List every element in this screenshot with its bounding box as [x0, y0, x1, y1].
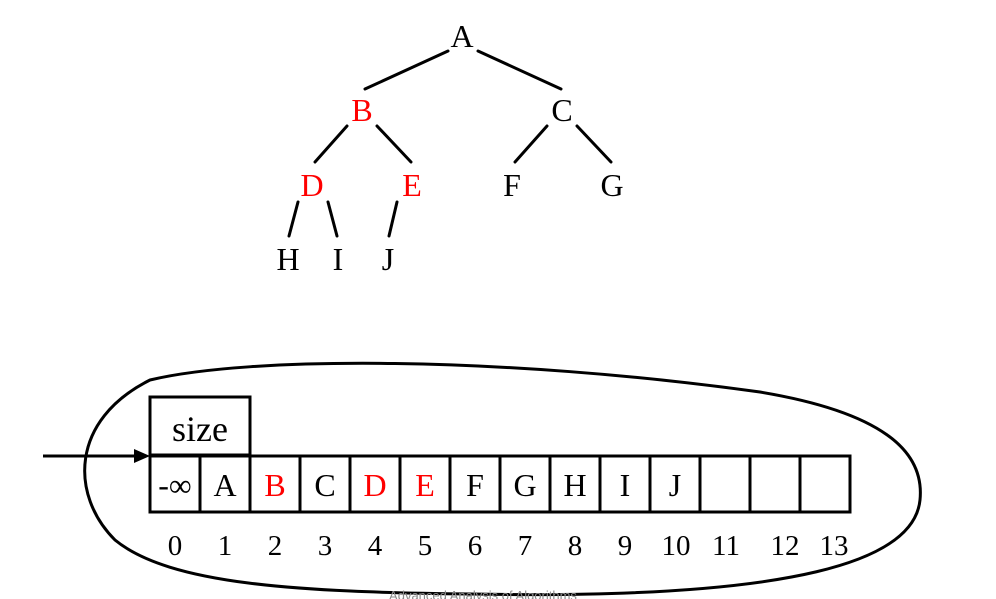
array-cell-value-10: J	[669, 467, 681, 503]
array-index-11: 11	[712, 530, 740, 562]
array-cell-6	[448, 454, 502, 514]
array-cell-value-0: -∞	[158, 467, 191, 503]
array-cell-value-1: A	[213, 467, 236, 503]
array-index-9: 9	[618, 530, 633, 562]
array-index-3: 3	[318, 530, 333, 562]
edge-d-i	[326, 200, 339, 238]
tree-node-f: F	[503, 167, 521, 203]
tree-edges	[287, 49, 613, 238]
arrow-head-icon	[134, 449, 150, 463]
array-index-13: 13	[820, 530, 849, 562]
array-cell-value-9: I	[620, 467, 631, 503]
array-index-10: 10	[662, 530, 691, 562]
array-cell-3	[298, 454, 352, 514]
array-index-7: 7	[518, 530, 533, 562]
array-index-0: 0	[168, 530, 183, 562]
edge-e-j	[387, 200, 399, 238]
array-cell-2	[248, 454, 302, 514]
tree-node-a: A	[450, 18, 473, 54]
edge-a-b	[363, 49, 450, 91]
array-cell-value-3: C	[314, 467, 335, 503]
tree-nodes: A B C D E F G H I J	[276, 18, 623, 277]
tree-node-j: J	[382, 241, 394, 277]
edge-c-g	[575, 124, 613, 164]
array-cell-13	[798, 454, 852, 514]
edge-c-f	[513, 124, 549, 164]
array-cell-value-4: D	[363, 467, 386, 503]
tree-node-b: B	[351, 92, 372, 128]
tree-node-h: H	[276, 241, 299, 277]
tree-node-d: D	[300, 167, 323, 203]
pointer-arrow	[43, 449, 150, 463]
array-index-2: 2	[268, 530, 283, 562]
footer-text: Advanced Analysis of Algorithms	[389, 588, 577, 599]
array-enclosure-loop	[83, 361, 922, 597]
array-cell-1	[198, 454, 252, 514]
array-cell-value-6: F	[466, 467, 484, 503]
tree-node-g: G	[600, 167, 623, 203]
array-cell-12	[748, 454, 802, 514]
size-label: size	[172, 409, 228, 449]
array-cell-value-7: G	[513, 467, 536, 503]
array-indices: 0 1 2 3 4 5 6 7 8 9 10 11 12 13	[168, 530, 849, 562]
array-cell-value-2: B	[264, 467, 285, 503]
array-index-6: 6	[468, 530, 483, 562]
array-index-5: 5	[418, 530, 433, 562]
array-index-8: 8	[568, 530, 583, 562]
array-cells: -∞ A B C D E F G H I J	[148, 454, 852, 514]
edge-b-e	[375, 124, 413, 164]
tree-node-e: E	[402, 167, 422, 203]
array-cell-value-8: H	[563, 467, 586, 503]
edge-a-c	[476, 49, 563, 91]
tree-node-c: C	[551, 92, 572, 128]
array-index-1: 1	[218, 530, 233, 562]
array-cell-value-5: E	[415, 467, 435, 503]
array-index-4: 4	[368, 530, 383, 562]
array-cell-11	[698, 454, 752, 514]
edge-b-d	[313, 124, 349, 164]
array-cell-4	[348, 454, 402, 514]
array-cell-10	[648, 454, 702, 514]
array-index-12: 12	[771, 530, 800, 562]
tree-node-i: I	[333, 241, 344, 277]
edge-d-h	[287, 200, 300, 238]
